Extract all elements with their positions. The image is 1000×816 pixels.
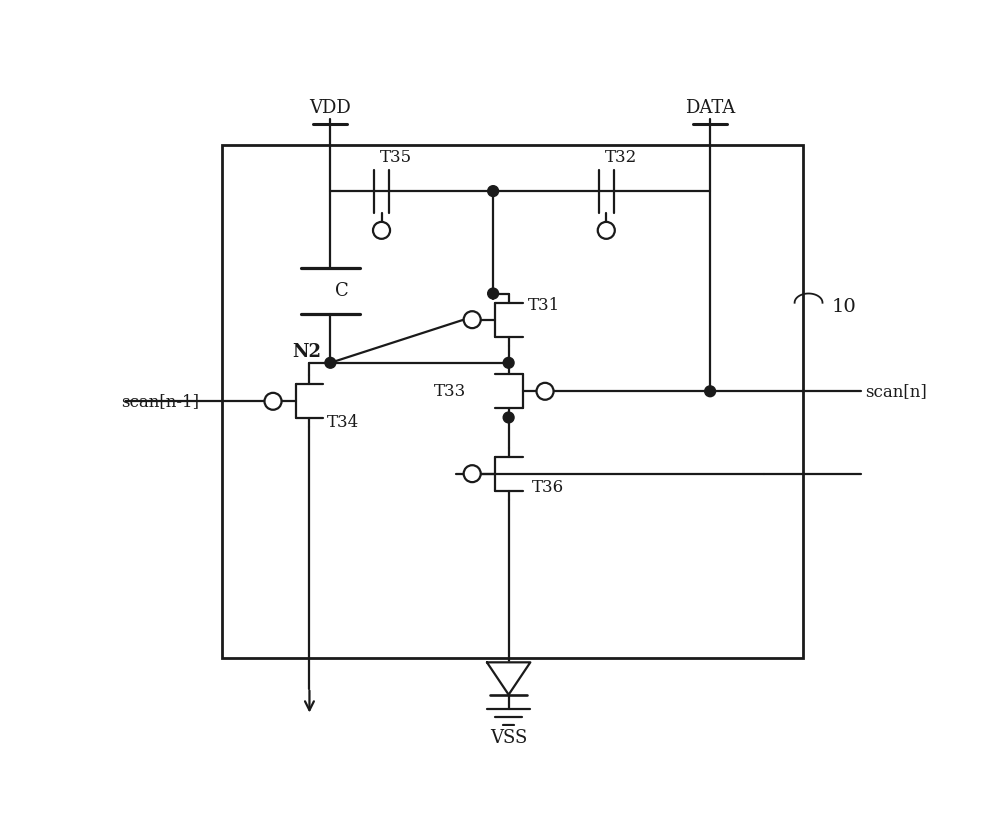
Circle shape bbox=[264, 392, 282, 410]
Text: scan[n-1]: scan[n-1] bbox=[121, 392, 199, 410]
Circle shape bbox=[503, 412, 514, 423]
Circle shape bbox=[537, 383, 554, 400]
Text: T32: T32 bbox=[605, 149, 637, 166]
Text: scan[n]: scan[n] bbox=[865, 383, 927, 400]
Text: N2: N2 bbox=[292, 343, 321, 361]
Text: VSS: VSS bbox=[490, 729, 527, 747]
Bar bbox=[222, 145, 803, 659]
Text: T34: T34 bbox=[326, 415, 359, 432]
Circle shape bbox=[373, 222, 390, 239]
Circle shape bbox=[488, 288, 499, 299]
Text: C: C bbox=[335, 282, 349, 300]
Text: 10: 10 bbox=[832, 298, 857, 316]
Text: VDD: VDD bbox=[310, 99, 351, 117]
Text: DATA: DATA bbox=[685, 99, 735, 117]
Text: T31: T31 bbox=[528, 297, 560, 314]
Text: T36: T36 bbox=[532, 479, 564, 496]
Circle shape bbox=[488, 186, 499, 197]
Circle shape bbox=[705, 386, 716, 397]
Circle shape bbox=[503, 357, 514, 368]
Text: T33: T33 bbox=[434, 383, 466, 400]
Circle shape bbox=[325, 357, 336, 368]
Polygon shape bbox=[487, 663, 530, 694]
Circle shape bbox=[464, 465, 481, 482]
Circle shape bbox=[598, 222, 615, 239]
Circle shape bbox=[464, 311, 481, 328]
Text: T35: T35 bbox=[380, 149, 412, 166]
